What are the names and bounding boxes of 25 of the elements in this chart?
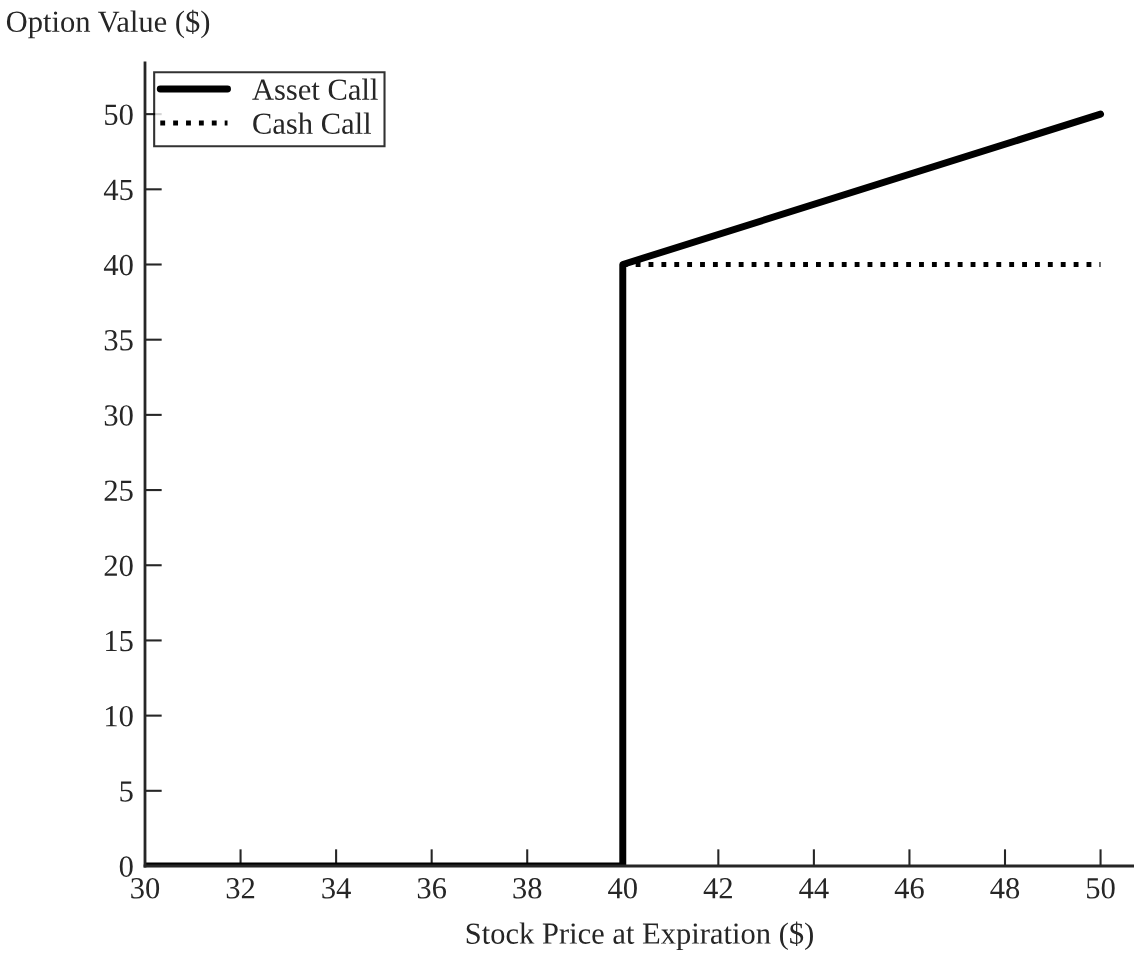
y-tick-label: 20 [104,555,133,577]
y-tick-label: 40 [103,254,133,276]
y-axis-title: Option Value ($) [6,9,210,39]
y-tick-label: 15 [106,630,133,652]
y-tick-label: 45 [103,179,133,201]
x-tick-label: 46 [894,878,924,899]
y-tick-label: 30 [104,405,133,426]
y-tick-label: 10 [106,705,133,727]
x-tick-label: 48 [990,877,1020,899]
y-tick-label: 35 [104,330,133,351]
x-axis-title: Stock Price at Expiration ($) [466,921,813,951]
x-tick-label: 36 [417,878,447,899]
x-tick-label: 44 [799,878,829,899]
y-tick-label: 0 [119,856,133,877]
y-tick-label: 25 [104,480,133,501]
x-tick-label: 32 [226,878,255,899]
x-tick-label: 38 [513,877,542,899]
x-tick-label: 34 [322,878,351,899]
y-tick-label: 5 [120,781,133,802]
y-tick-label: 50 [105,104,133,126]
x-tick-label: 40 [608,877,637,899]
legend-label: Cash Call [253,112,371,134]
x-tick-label: 42 [703,878,732,899]
legend-label: Asset Call [252,78,378,100]
x-tick-label: 50 [1087,877,1115,899]
